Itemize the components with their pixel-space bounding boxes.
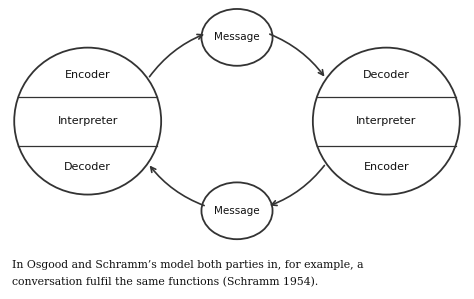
- Text: conversation fulfil the same functions (Schramm 1954).: conversation fulfil the same functions (…: [12, 277, 318, 287]
- Text: Encoder: Encoder: [364, 162, 409, 173]
- Text: Message: Message: [214, 32, 260, 42]
- Text: Interpreter: Interpreter: [57, 116, 118, 126]
- Ellipse shape: [201, 182, 273, 239]
- Ellipse shape: [201, 9, 273, 66]
- Text: Decoder: Decoder: [64, 162, 111, 173]
- Text: In Osgood and Schramm’s model both parties in, for example, a: In Osgood and Schramm’s model both parti…: [12, 260, 364, 270]
- Text: Interpreter: Interpreter: [356, 116, 417, 126]
- Text: Decoder: Decoder: [363, 70, 410, 80]
- Ellipse shape: [14, 48, 161, 195]
- Text: Encoder: Encoder: [65, 70, 110, 80]
- Text: Message: Message: [214, 206, 260, 216]
- Ellipse shape: [313, 48, 460, 195]
